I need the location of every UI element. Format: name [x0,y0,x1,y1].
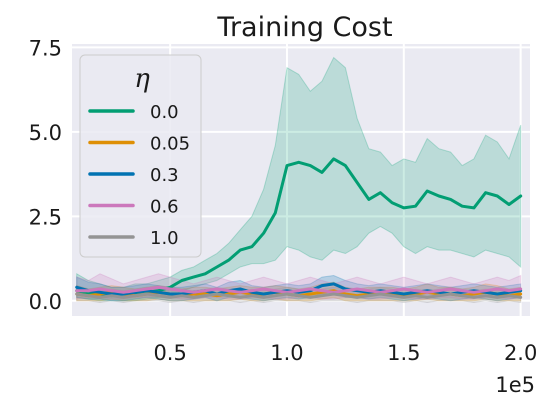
band-eta-1-0 [76,284,522,304]
y-tick-label: 7.5 [29,36,62,60]
y-tick-label: 0.0 [29,290,62,314]
y-tick-label: 2.5 [29,205,62,229]
line-eta-0-6 [75,285,523,294]
band-eta-0-0 [76,56,522,302]
x-tick-label: 0.5 [153,341,186,365]
x-axis-offset-label: 1e5 [495,373,535,397]
series-lines [75,157,523,299]
x-tick-label: 2.0 [504,341,537,365]
y-axis-ticks: 0.0 2.5 5.0 7.5 [29,36,62,313]
line-eta-1-0 [75,292,523,299]
chart-title: Training Cost [216,12,392,43]
legend-label-eta-1-0: 1.0 [150,228,179,249]
y-tick-label: 5.0 [29,121,62,145]
legend-entries: 0.0 0.05 0.3 0.6 1.0 [88,102,190,249]
x-tick-label: 1.0 [270,341,303,365]
legend-label-eta-0-0: 0.0 [150,102,179,123]
legend: η 0.0 0.05 0.3 0.6 1.0 [79,54,202,258]
x-axis-ticks: 0.5 1.0 1.5 2.0 [153,341,537,365]
legend-title: η [134,64,150,94]
x-tick-label: 1.5 [387,341,420,365]
legend-label-eta-0-6: 0.6 [150,197,179,218]
legend-label-eta-0-3: 0.3 [150,165,179,186]
legend-label-eta-0-05: 0.05 [150,134,190,155]
